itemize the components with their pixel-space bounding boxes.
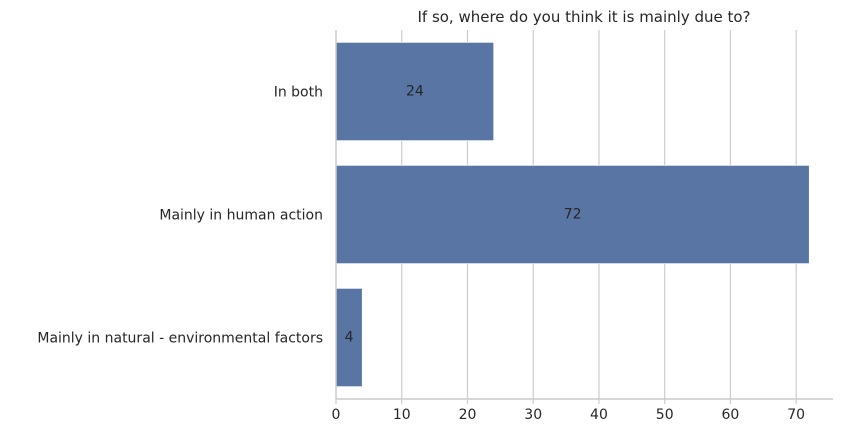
category-labels: In both Mainly in human action Mainly in n… (37, 85, 323, 347)
data-label-0: 24 (406, 84, 424, 100)
x-tick-label-20: 20 (459, 407, 477, 423)
x-tick-label-0: 0 (332, 407, 341, 423)
bar-0 (335, 41, 495, 142)
bar-1 (335, 164, 810, 265)
chart-title: If so, where do you think it is mainly d… (417, 8, 750, 26)
data-label-1: 72 (564, 207, 582, 223)
x-tick-label-50: 50 (656, 407, 674, 423)
category-label-1: Mainly in human action (159, 208, 323, 224)
x-tick-label-70: 70 (787, 407, 805, 423)
x-tick-label-60: 60 (722, 407, 740, 423)
data-label-2: 4 (345, 330, 354, 346)
x-tick-label-40: 40 (590, 407, 608, 423)
data-labels: 24 72 4 (345, 84, 582, 346)
x-tick-label-10: 10 (393, 407, 411, 423)
x-tick-label-30: 30 (524, 407, 542, 423)
category-label-2: Mainly in natural - environmental factor… (37, 331, 323, 347)
category-label-0: In both (274, 85, 323, 101)
bar-2 (335, 287, 363, 388)
bars (335, 41, 810, 388)
axes: 0 10 20 30 40 50 60 70 (332, 30, 833, 423)
